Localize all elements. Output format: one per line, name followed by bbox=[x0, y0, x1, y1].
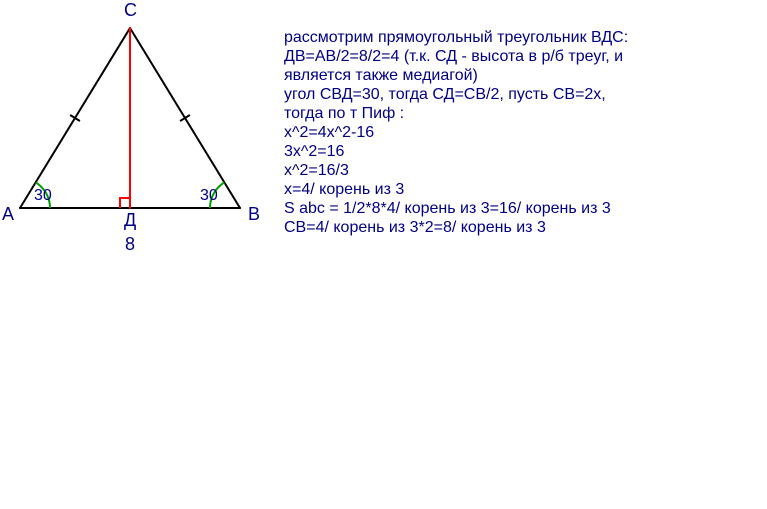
solution-line-7: х^2=16/3 bbox=[284, 161, 764, 180]
solution-line-0: рассмотрим прямоугольный треугольник ВДС… bbox=[284, 28, 764, 47]
solution-line-6: 3х^2=16 bbox=[284, 142, 764, 161]
base-label: 8 bbox=[125, 234, 135, 255]
right-angle-marker bbox=[120, 198, 130, 208]
solution-line-3: угол СВД=30, тогда СД=СВ/2, пусть СВ=2х, bbox=[284, 85, 764, 104]
vertex-label-B: B bbox=[248, 204, 260, 225]
vertex-label-A: A bbox=[2, 204, 14, 225]
solution-line-9: S abc = 1/2*8*4/ корень из 3=16/ корень … bbox=[284, 199, 764, 218]
angle-label-1: 30 bbox=[200, 187, 218, 205]
solution-line-2: является также медиагой) bbox=[284, 66, 764, 85]
solution-line-5: х^2=4х^2-16 bbox=[284, 123, 764, 142]
solution-line-1: ДВ=АВ/2=8/2=4 (т.к. СД - высота в р/б тр… bbox=[284, 47, 764, 66]
solution-text-block: рассмотрим прямоугольный треугольник ВДС… bbox=[284, 28, 764, 237]
vertex-label-D: Д bbox=[124, 210, 136, 231]
triangle-diagram bbox=[0, 0, 280, 270]
solution-line-10: СВ=4/ корень из 3*2=8/ корень из 3 bbox=[284, 218, 764, 237]
vertex-label-C: С bbox=[124, 0, 137, 21]
page-root: A B С Д 30 30 8 рассмотрим прямоугольный треуг… bbox=[0, 0, 767, 509]
solution-line-8: х=4/ корень из 3 bbox=[284, 180, 764, 199]
angle-label-0: 30 bbox=[34, 187, 52, 205]
solution-line-4: тогда по т Пиф : bbox=[284, 104, 764, 123]
